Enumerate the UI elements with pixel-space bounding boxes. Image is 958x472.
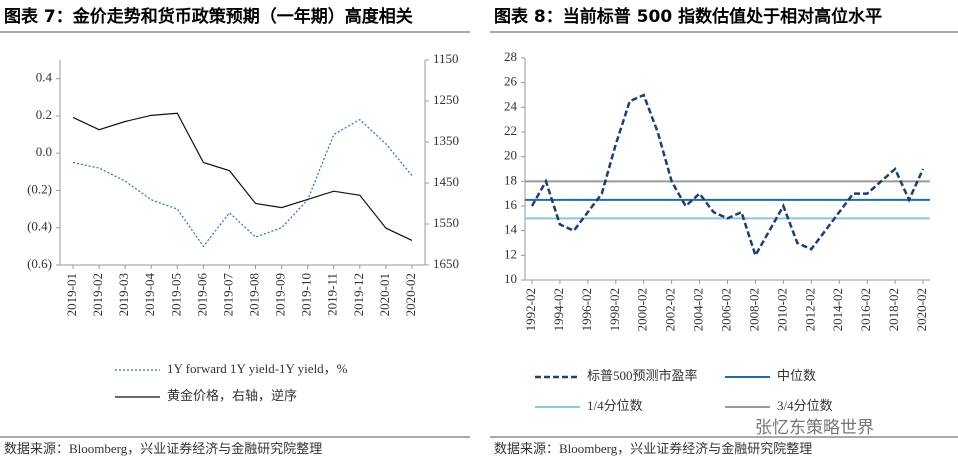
x-tick-label: 2012-02 xyxy=(802,288,817,331)
x-tick-label: 1994-02 xyxy=(551,288,566,331)
x-tick-label: 2014-02 xyxy=(830,288,845,331)
source: 数据来源：Bloomberg，兴业证券经济与金融研究院整理 xyxy=(494,441,812,456)
legend-label: 中位数 xyxy=(777,368,816,383)
x-tick-label: 2019-04 xyxy=(142,273,157,317)
y-tick-label: 12 xyxy=(504,246,517,261)
y-tick-label: 22 xyxy=(504,123,517,138)
y2-tick-label: 1150 xyxy=(433,51,459,66)
y-tick-label: (0.6) xyxy=(27,256,52,271)
x-tick-label: 2008-02 xyxy=(746,288,761,331)
y-tick-label: 16 xyxy=(504,197,518,212)
chart-title: 图表 7：金价走势和货币政策预期（一年期）高度相关 xyxy=(4,6,413,27)
x-tick-label: 2020-02 xyxy=(914,288,929,331)
x-tick-label: 2019-03 xyxy=(116,273,131,316)
y-tick-label: 0.4 xyxy=(36,70,53,85)
x-tick-label: 2019-11 xyxy=(325,273,340,316)
y-tick-label: 26 xyxy=(504,74,518,89)
x-tick-label: 2019-08 xyxy=(247,273,262,316)
y-tick-label: 18 xyxy=(504,172,517,187)
y2-tick-label: 1350 xyxy=(433,133,459,148)
x-tick-label: 2019-01 xyxy=(64,273,79,316)
y-tick-label: 14 xyxy=(504,222,518,237)
x-tick-label: 2019-10 xyxy=(299,273,314,316)
x-tick-label: 1996-02 xyxy=(579,288,594,331)
legend-label: 1/4分位数 xyxy=(587,398,643,413)
x-tick-label: 2019-07 xyxy=(220,273,235,317)
y2-tick-label: 1450 xyxy=(433,174,459,189)
x-tick-label: 2019-12 xyxy=(351,273,366,316)
x-tick-label: 2016-02 xyxy=(858,288,873,331)
y-tick-label: 0.0 xyxy=(36,144,52,159)
y-tick-label: 24 xyxy=(504,98,518,113)
y-tick-label: 10 xyxy=(504,271,517,286)
watermark: 张忆东策略世界 xyxy=(755,418,874,438)
x-tick-label: 2019-06 xyxy=(194,273,209,317)
series-line xyxy=(530,93,925,259)
source: 数据来源：Bloomberg，兴业证券经济与金融研究院整理 xyxy=(4,441,322,456)
x-tick-label: 2018-02 xyxy=(886,288,901,331)
y-tick-label: (0.2) xyxy=(27,181,52,196)
x-tick-label: 2000-02 xyxy=(635,288,650,331)
x-tick-label: 2019-02 xyxy=(90,273,105,316)
y2-tick-label: 1250 xyxy=(433,92,459,107)
legend-label: 黄金价格，右轴，逆序 xyxy=(167,388,297,403)
y-tick-label: (0.4) xyxy=(27,219,52,234)
series-line xyxy=(72,112,413,241)
legend-label: 1Y forward 1Y yield-1Y yield，% xyxy=(167,361,348,376)
x-tick-label: 2004-02 xyxy=(691,288,706,331)
series-line xyxy=(72,118,413,248)
x-tick-label: 2019-09 xyxy=(273,273,288,316)
y-tick-label: 0.2 xyxy=(36,107,52,122)
y2-tick-label: 1650 xyxy=(433,256,459,271)
x-tick-label: 1998-02 xyxy=(607,288,622,331)
y-tick-label: 20 xyxy=(504,148,517,163)
x-tick-label: 2006-02 xyxy=(718,288,733,331)
x-tick-label: 2002-02 xyxy=(663,288,678,331)
x-tick-label: 1992-02 xyxy=(523,288,538,331)
y-tick-label: 28 xyxy=(504,49,517,64)
y2-tick-label: 1550 xyxy=(433,215,459,230)
x-tick-label: 2020-01 xyxy=(377,273,392,316)
x-tick-label: 2020-02 xyxy=(403,273,418,316)
x-tick-label: 2019-05 xyxy=(168,273,183,316)
chart-title: 图表 8：当前标普 500 指数估值处于相对高位水平 xyxy=(494,6,882,27)
legend-label: 3/4分位数 xyxy=(777,398,833,413)
x-tick-label: 2010-02 xyxy=(774,288,789,331)
legend-label: 标普500预测市盈率 xyxy=(587,368,698,383)
